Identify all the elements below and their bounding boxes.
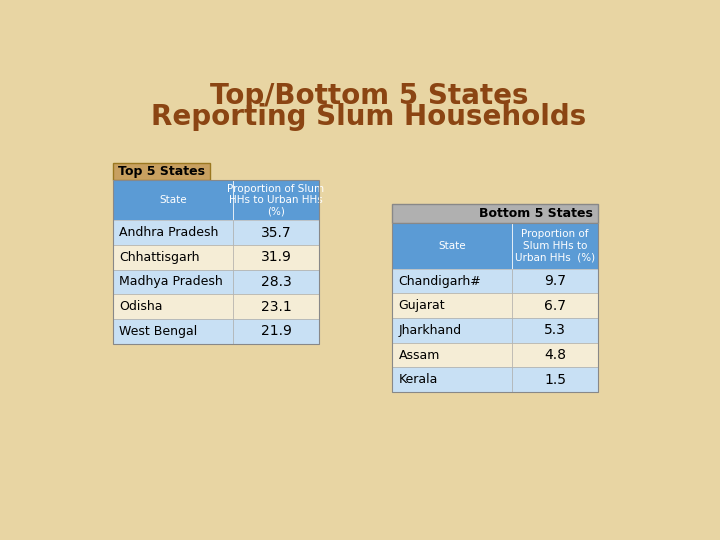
Text: 31.9: 31.9	[261, 251, 292, 264]
Bar	[392, 204, 598, 222]
Bar	[513, 222, 598, 269]
Bar	[513, 269, 598, 294]
Text: Gujarat: Gujarat	[398, 299, 445, 312]
Text: 6.7: 6.7	[544, 299, 566, 313]
Text: Proportion of Slum
HHs to Urban HHs
(%): Proportion of Slum HHs to Urban HHs (%)	[228, 184, 325, 217]
Text: Odisha: Odisha	[120, 300, 163, 313]
Bar	[392, 367, 513, 392]
Bar	[392, 294, 513, 318]
Text: 28.3: 28.3	[261, 275, 292, 289]
Bar	[392, 222, 513, 269]
Bar	[233, 245, 319, 269]
Text: Kerala: Kerala	[398, 373, 438, 386]
Text: Andhra Pradesh: Andhra Pradesh	[120, 226, 219, 239]
Text: Top/Bottom 5 States: Top/Bottom 5 States	[210, 82, 528, 110]
Text: 21.9: 21.9	[261, 324, 292, 338]
Bar	[233, 220, 319, 245]
Text: State: State	[160, 195, 187, 205]
Text: Madhya Pradesh: Madhya Pradesh	[120, 275, 223, 288]
Bar	[392, 343, 513, 367]
Text: Assam: Assam	[398, 349, 440, 362]
Text: Chhattisgarh: Chhattisgarh	[120, 251, 200, 264]
Text: Top 5 States: Top 5 States	[118, 165, 205, 178]
Bar	[233, 269, 319, 294]
Text: 5.3: 5.3	[544, 323, 566, 338]
Text: 23.1: 23.1	[261, 300, 292, 314]
Bar	[513, 294, 598, 318]
Bar	[113, 180, 233, 220]
Text: 4.8: 4.8	[544, 348, 566, 362]
Text: Bottom 5 States: Bottom 5 States	[479, 207, 593, 220]
Bar	[513, 343, 598, 367]
Text: West Bengal: West Bengal	[120, 325, 198, 338]
Bar	[233, 180, 319, 220]
Bar	[513, 318, 598, 343]
Bar	[392, 222, 598, 392]
Text: 35.7: 35.7	[261, 226, 292, 240]
Text: Proportion of
Slum HHs to
Urban HHs  (%): Proportion of Slum HHs to Urban HHs (%)	[515, 229, 595, 262]
Text: Jharkhand: Jharkhand	[398, 324, 462, 337]
Bar	[113, 294, 233, 319]
Bar	[113, 164, 210, 180]
Text: 1.5: 1.5	[544, 373, 566, 387]
Bar	[392, 269, 513, 294]
Bar	[113, 220, 233, 245]
Bar	[233, 319, 319, 343]
Text: 9.7: 9.7	[544, 274, 566, 288]
Bar	[113, 319, 233, 343]
Bar	[392, 318, 513, 343]
Text: Reporting Slum Households: Reporting Slum Households	[151, 103, 587, 131]
Text: Chandigarh#: Chandigarh#	[398, 275, 481, 288]
Bar	[113, 269, 233, 294]
Text: State: State	[438, 241, 466, 251]
Bar	[113, 245, 233, 269]
Bar	[113, 180, 319, 343]
Bar	[513, 367, 598, 392]
Bar	[233, 294, 319, 319]
